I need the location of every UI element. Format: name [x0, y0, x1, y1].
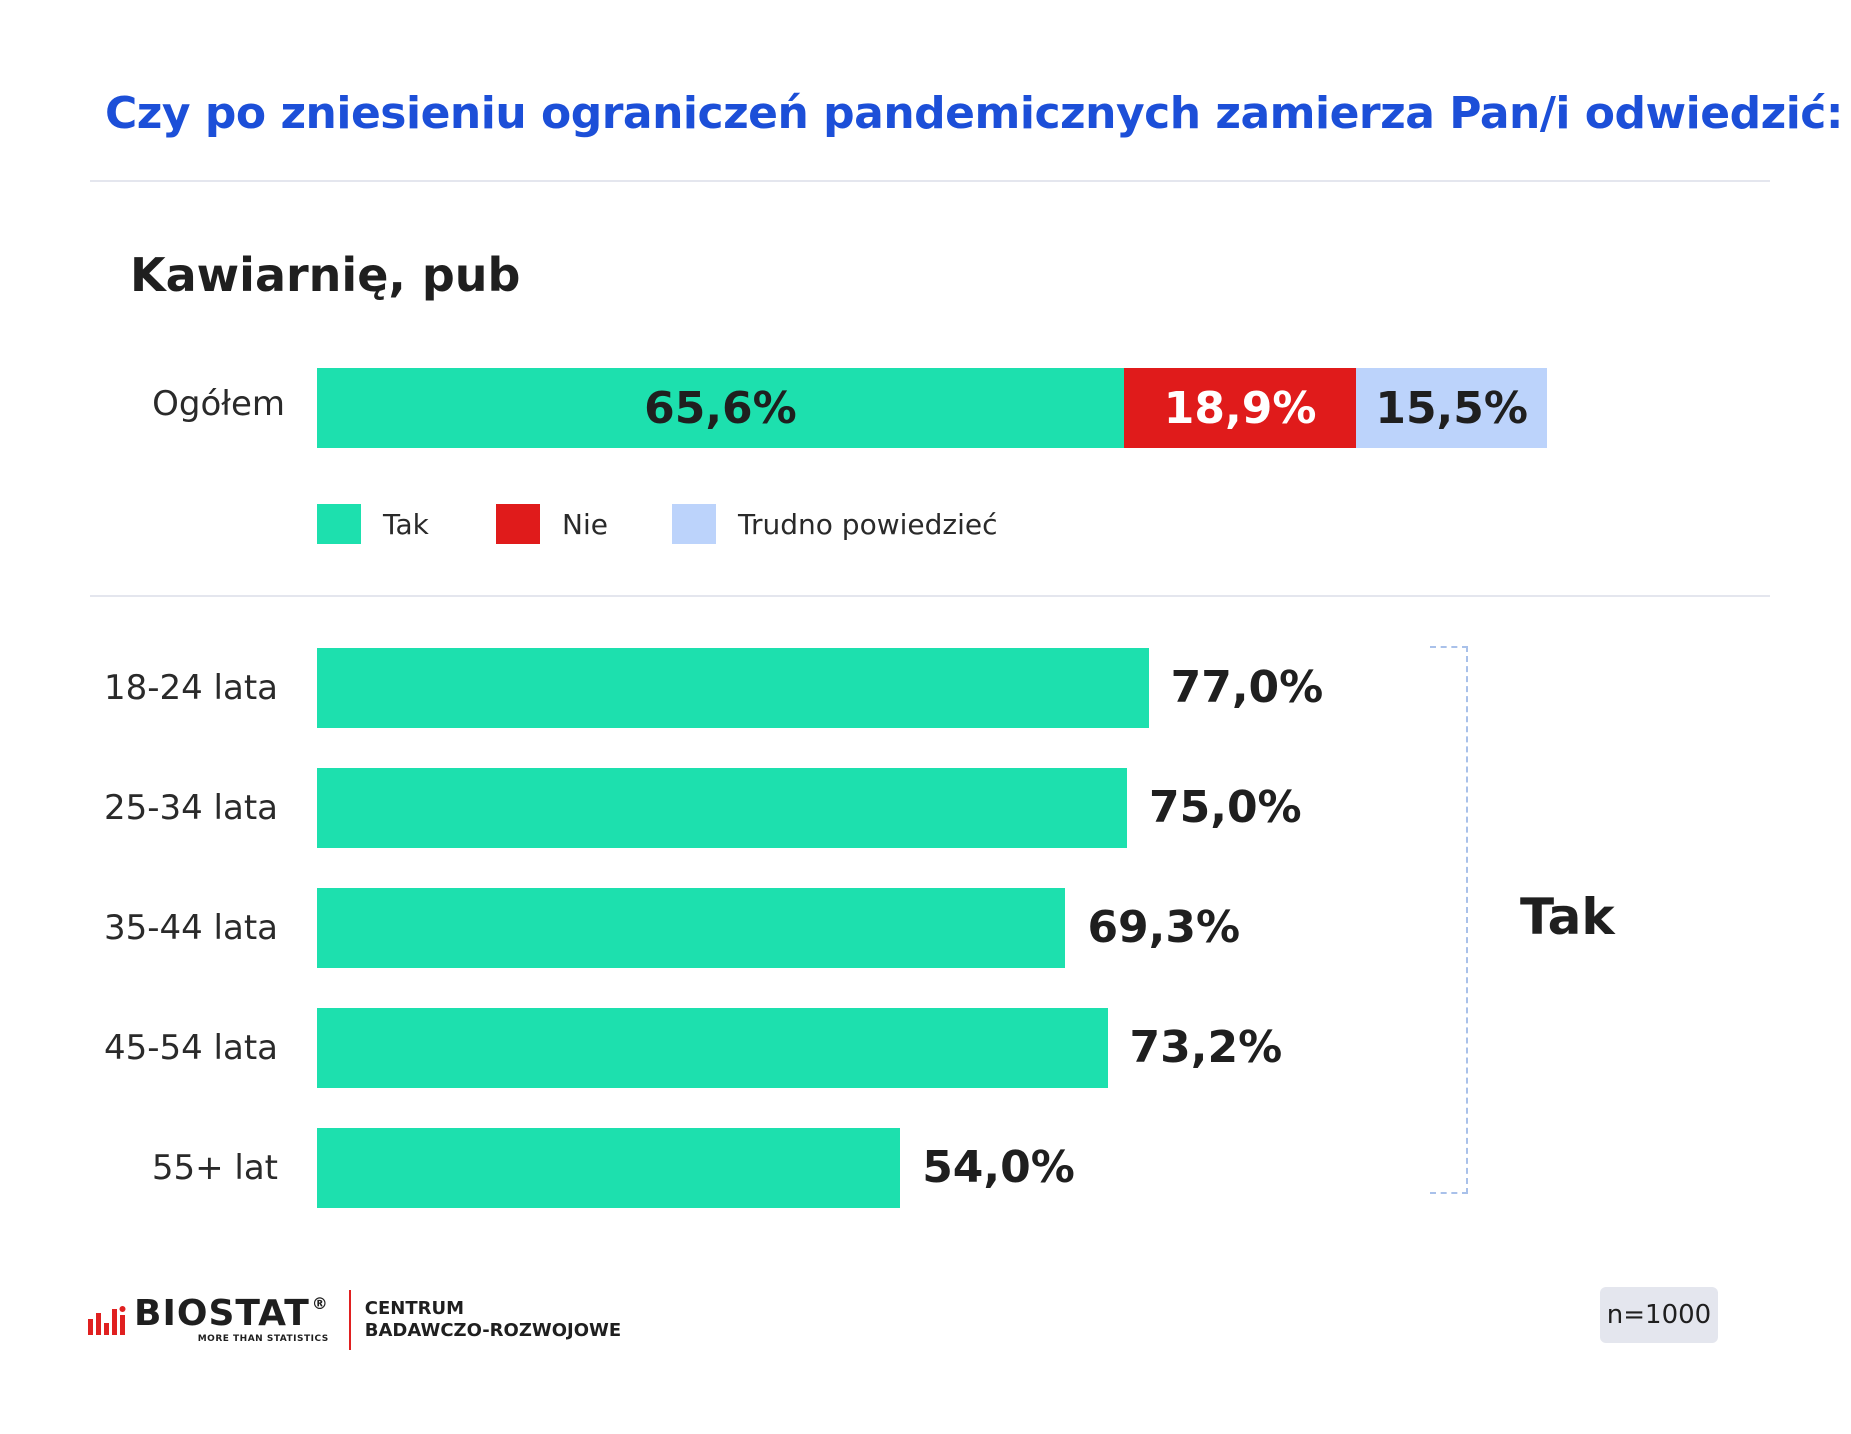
age-label: 35-44 lata — [103, 908, 278, 948]
age-bar — [317, 768, 1127, 848]
legend-label-tak: Tak — [383, 507, 429, 541]
stacked-segment-trudno: 15,5% — [1356, 368, 1547, 448]
logo-bars-icon — [88, 1306, 126, 1335]
legend-swatch-nie — [496, 504, 540, 544]
legend-swatch-trudno — [672, 504, 716, 544]
age-bar-value: 75,0% — [1149, 782, 1302, 833]
legend-item-trudno: Trudno powiedzieć — [672, 504, 997, 544]
stacked-segment-label-tak: 65,6% — [644, 382, 797, 434]
legend-label-trudno: Trudno powiedzieć — [738, 507, 998, 541]
logo-registered: ® — [311, 1294, 329, 1313]
logo-tagline: MORE THAN STATISTICS — [197, 1334, 329, 1344]
divider-top — [90, 180, 1770, 182]
age-bar-value: 69,3% — [1087, 902, 1241, 953]
page-title: Czy po zniesieniu ograniczeń pandemiczny… — [105, 88, 1843, 139]
legend-swatch-tak — [317, 504, 361, 544]
legend-label-nie: Nie — [562, 507, 608, 541]
age-bar-value: 54,0% — [922, 1142, 1075, 1193]
center-line-2: BADAWCZO-ROZWOJOWE — [364, 1320, 622, 1341]
age-label: 55+ lat — [151, 1148, 278, 1188]
stacked-segment-label-trudno: 15,5% — [1375, 382, 1528, 434]
age-bar — [317, 888, 1066, 968]
age-label: 45-54 lata — [103, 1028, 278, 1068]
age-bar — [317, 648, 1149, 728]
stacked-segment-label-nie: 18,9% — [1163, 382, 1317, 434]
chart-subtitle: Kawiarnię, pub — [130, 248, 521, 302]
divider-middle — [90, 595, 1770, 597]
sample-size-badge: n=1000 — [1600, 1287, 1718, 1343]
age-bar-value: 77,0% — [1170, 662, 1324, 713]
total-row-label: Ogółem — [152, 384, 285, 424]
legend-item-nie: Nie — [496, 504, 608, 544]
footer-logo: BIOSTAT ® MORE THAN STATISTICS CENTRUM BA… — [88, 1290, 621, 1350]
age-bar — [317, 1128, 901, 1208]
stacked-segment-tak: 65,6% — [317, 368, 1124, 448]
legend-item-tak: Tak — [317, 504, 429, 544]
age-bar — [317, 1008, 1108, 1088]
logo-divider — [348, 1290, 351, 1350]
logo-wordmark: BIOSTAT — [134, 1293, 310, 1334]
age-label: 18-24 lata — [103, 668, 278, 708]
stacked-segment-nie: 18,9% — [1123, 368, 1357, 448]
group-label: Tak — [1520, 888, 1615, 946]
age-bar-value: 73,2% — [1129, 1022, 1283, 1073]
center-line-1: CENTRUM — [364, 1298, 464, 1319]
group-bracket — [1430, 646, 1468, 1194]
age-label: 25-34 lata — [103, 788, 278, 828]
